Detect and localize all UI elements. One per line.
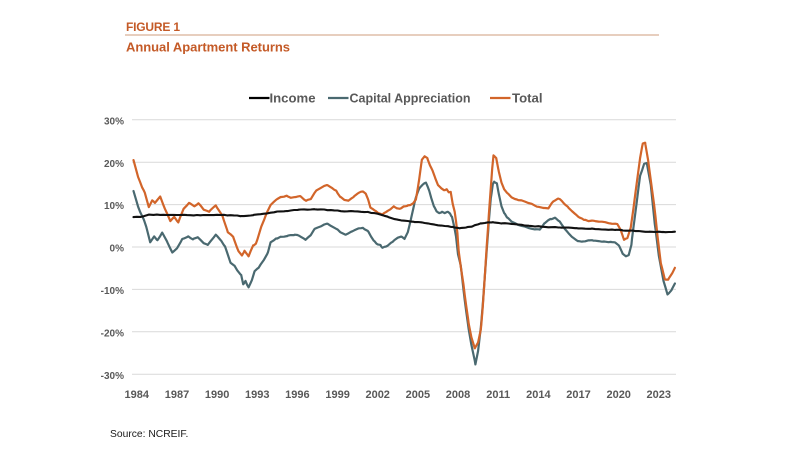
svg-text:2014: 2014	[526, 389, 551, 401]
svg-text:2023: 2023	[647, 389, 671, 401]
svg-text:30%: 30%	[104, 116, 124, 127]
svg-text:1999: 1999	[325, 389, 349, 401]
svg-text:Capital Appreciation: Capital Appreciation	[350, 91, 471, 106]
svg-text:Source: NCREIF.: Source: NCREIF.	[110, 429, 188, 440]
svg-text:0%: 0%	[110, 244, 125, 255]
svg-text:1987: 1987	[165, 389, 189, 401]
svg-text:1990: 1990	[205, 389, 229, 401]
svg-text:2008: 2008	[446, 389, 470, 401]
svg-text:Annual Apartment Returns: Annual Apartment Returns	[126, 40, 290, 55]
svg-text:20%: 20%	[104, 159, 124, 170]
svg-text:Income: Income	[270, 91, 316, 106]
svg-text:-10%: -10%	[101, 286, 124, 297]
svg-text:2005: 2005	[406, 389, 430, 401]
svg-text:2017: 2017	[566, 389, 590, 401]
svg-text:1984: 1984	[125, 389, 150, 401]
svg-text:1996: 1996	[285, 389, 309, 401]
svg-text:10%: 10%	[104, 201, 124, 212]
svg-text:-30%: -30%	[101, 371, 124, 382]
svg-text:-20%: -20%	[101, 328, 124, 339]
svg-text:FIGURE 1: FIGURE 1	[126, 20, 180, 34]
svg-text:2020: 2020	[606, 389, 630, 401]
svg-text:2002: 2002	[365, 389, 389, 401]
svg-text:Total: Total	[512, 91, 543, 106]
svg-text:1993: 1993	[245, 389, 269, 401]
svg-text:2011: 2011	[486, 389, 510, 401]
